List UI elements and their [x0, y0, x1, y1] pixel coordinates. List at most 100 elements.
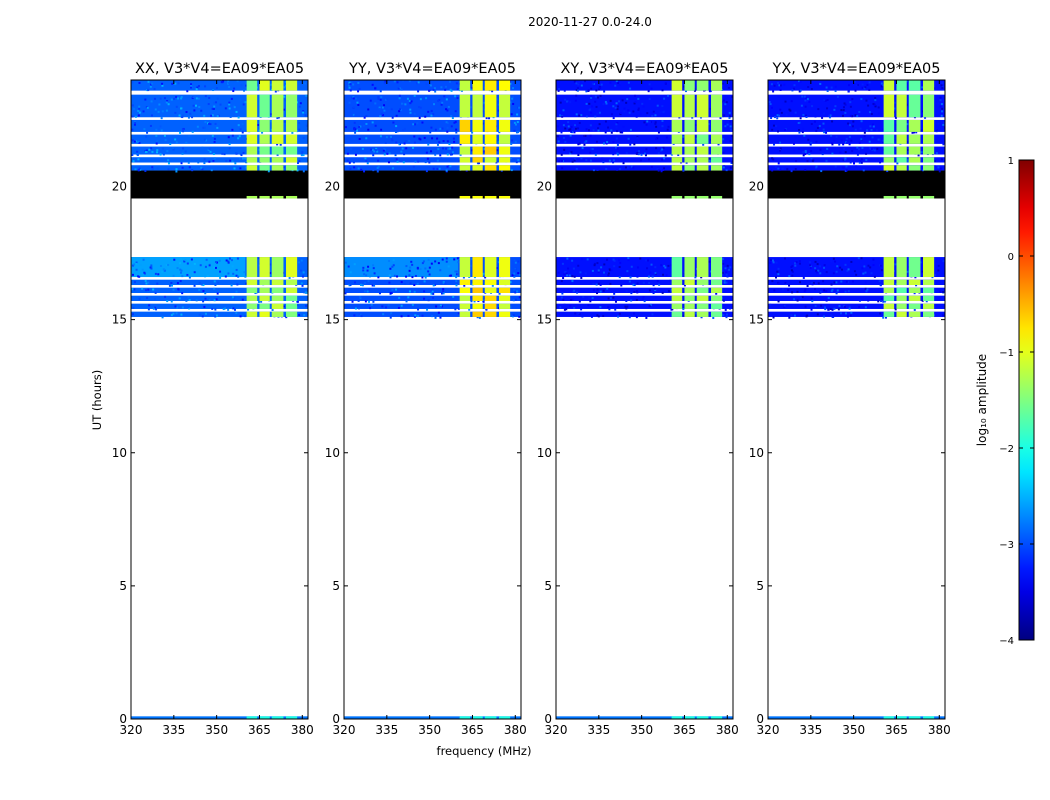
noise-pixel	[844, 111, 847, 114]
noise-pixel	[699, 116, 702, 119]
noise-pixel	[221, 81, 224, 84]
noise-pixel	[598, 111, 601, 114]
noise-pixel	[942, 123, 945, 126]
noise-pixel	[635, 316, 638, 319]
noise-pixel	[567, 125, 570, 128]
rfi-channel	[923, 716, 935, 719]
noise-pixel	[602, 289, 605, 292]
noise-pixel	[132, 306, 135, 309]
noise-pixel	[712, 316, 715, 319]
noise-pixel	[934, 274, 937, 277]
noise-pixel	[228, 107, 231, 110]
data-band	[556, 146, 733, 155]
noise-pixel	[814, 288, 817, 291]
noise-pixel	[201, 168, 204, 171]
noise-pixel	[878, 138, 881, 141]
noise-pixel	[434, 153, 437, 156]
noise-pixel	[439, 269, 442, 272]
noise-pixel	[383, 82, 386, 85]
noise-pixel	[573, 80, 576, 83]
rfi-channel	[896, 295, 907, 301]
noise-pixel	[449, 80, 452, 83]
noise-pixel	[896, 162, 899, 165]
noise-pixel	[298, 261, 301, 264]
rfi-channel	[499, 146, 511, 155]
noise-pixel	[372, 169, 375, 172]
x-tick-label: 365	[461, 723, 484, 737]
noise-pixel	[695, 137, 698, 140]
noise-pixel	[301, 151, 304, 154]
noise-pixel	[608, 269, 611, 272]
noise-pixel	[630, 292, 633, 295]
noise-pixel	[473, 276, 476, 279]
rfi-channel	[883, 165, 895, 171]
noise-pixel	[571, 131, 574, 134]
noise-pixel	[666, 128, 669, 131]
noise-pixel	[423, 280, 426, 283]
rfi-channel	[908, 303, 921, 309]
noise-pixel	[304, 82, 307, 85]
rfi-channel	[896, 165, 907, 171]
noise-pixel	[816, 126, 819, 129]
noise-pixel	[131, 273, 134, 276]
noise-pixel	[258, 300, 261, 303]
y-tick-label: 5	[332, 579, 340, 593]
noise-pixel	[665, 136, 668, 139]
noise-pixel	[172, 148, 175, 151]
noise-pixel	[187, 313, 190, 316]
noise-pixel	[231, 296, 234, 299]
noise-pixel	[148, 304, 151, 307]
noise-pixel	[365, 115, 368, 118]
noise-pixel	[825, 290, 828, 293]
noise-pixel	[868, 111, 871, 114]
noise-pixel	[283, 86, 286, 89]
rfi-channel	[259, 257, 270, 278]
noise-pixel	[725, 169, 728, 172]
noise-pixel	[372, 300, 375, 303]
noise-pixel	[239, 261, 242, 264]
noise-pixel	[517, 159, 520, 162]
noise-pixel	[877, 112, 880, 115]
rfi-channel	[908, 287, 921, 293]
noise-pixel	[565, 272, 568, 275]
noise-pixel	[771, 280, 774, 283]
noise-pixel	[143, 271, 146, 274]
noise-pixel	[840, 109, 843, 112]
noise-pixel	[394, 130, 397, 133]
noise-pixel	[439, 154, 442, 157]
noise-pixel	[404, 103, 407, 106]
noise-pixel	[619, 82, 622, 85]
noise-pixel	[906, 148, 909, 151]
noise-pixel	[820, 304, 823, 307]
noise-pixel	[439, 304, 442, 307]
noise-pixel	[715, 292, 718, 295]
noise-pixel	[413, 141, 416, 144]
rfi-channel	[896, 257, 907, 278]
noise-pixel	[652, 284, 655, 287]
noise-pixel	[179, 280, 182, 283]
noise-pixel	[175, 141, 178, 144]
noise-pixel	[407, 296, 410, 299]
noise-pixel	[208, 122, 211, 125]
noise-pixel	[388, 106, 391, 109]
noise-pixel	[236, 80, 239, 83]
noise-pixel	[362, 269, 365, 272]
noise-pixel	[882, 300, 885, 303]
noise-pixel	[179, 262, 182, 265]
noise-pixel	[861, 267, 864, 270]
noise-pixel	[580, 114, 583, 117]
noise-pixel	[656, 279, 659, 282]
noise-pixel	[941, 107, 944, 110]
noise-pixel	[851, 149, 854, 152]
rfi-edge	[246, 195, 258, 199]
noise-pixel	[578, 142, 581, 145]
noise-pixel	[180, 313, 183, 316]
noise-pixel	[386, 98, 389, 101]
rfi-channel	[711, 311, 723, 317]
noise-pixel	[419, 98, 422, 101]
rfi-channel	[711, 287, 723, 293]
noise-pixel	[614, 84, 617, 87]
noise-pixel	[813, 120, 816, 123]
noise-pixel	[634, 100, 637, 103]
rfi-channel	[472, 134, 483, 144]
